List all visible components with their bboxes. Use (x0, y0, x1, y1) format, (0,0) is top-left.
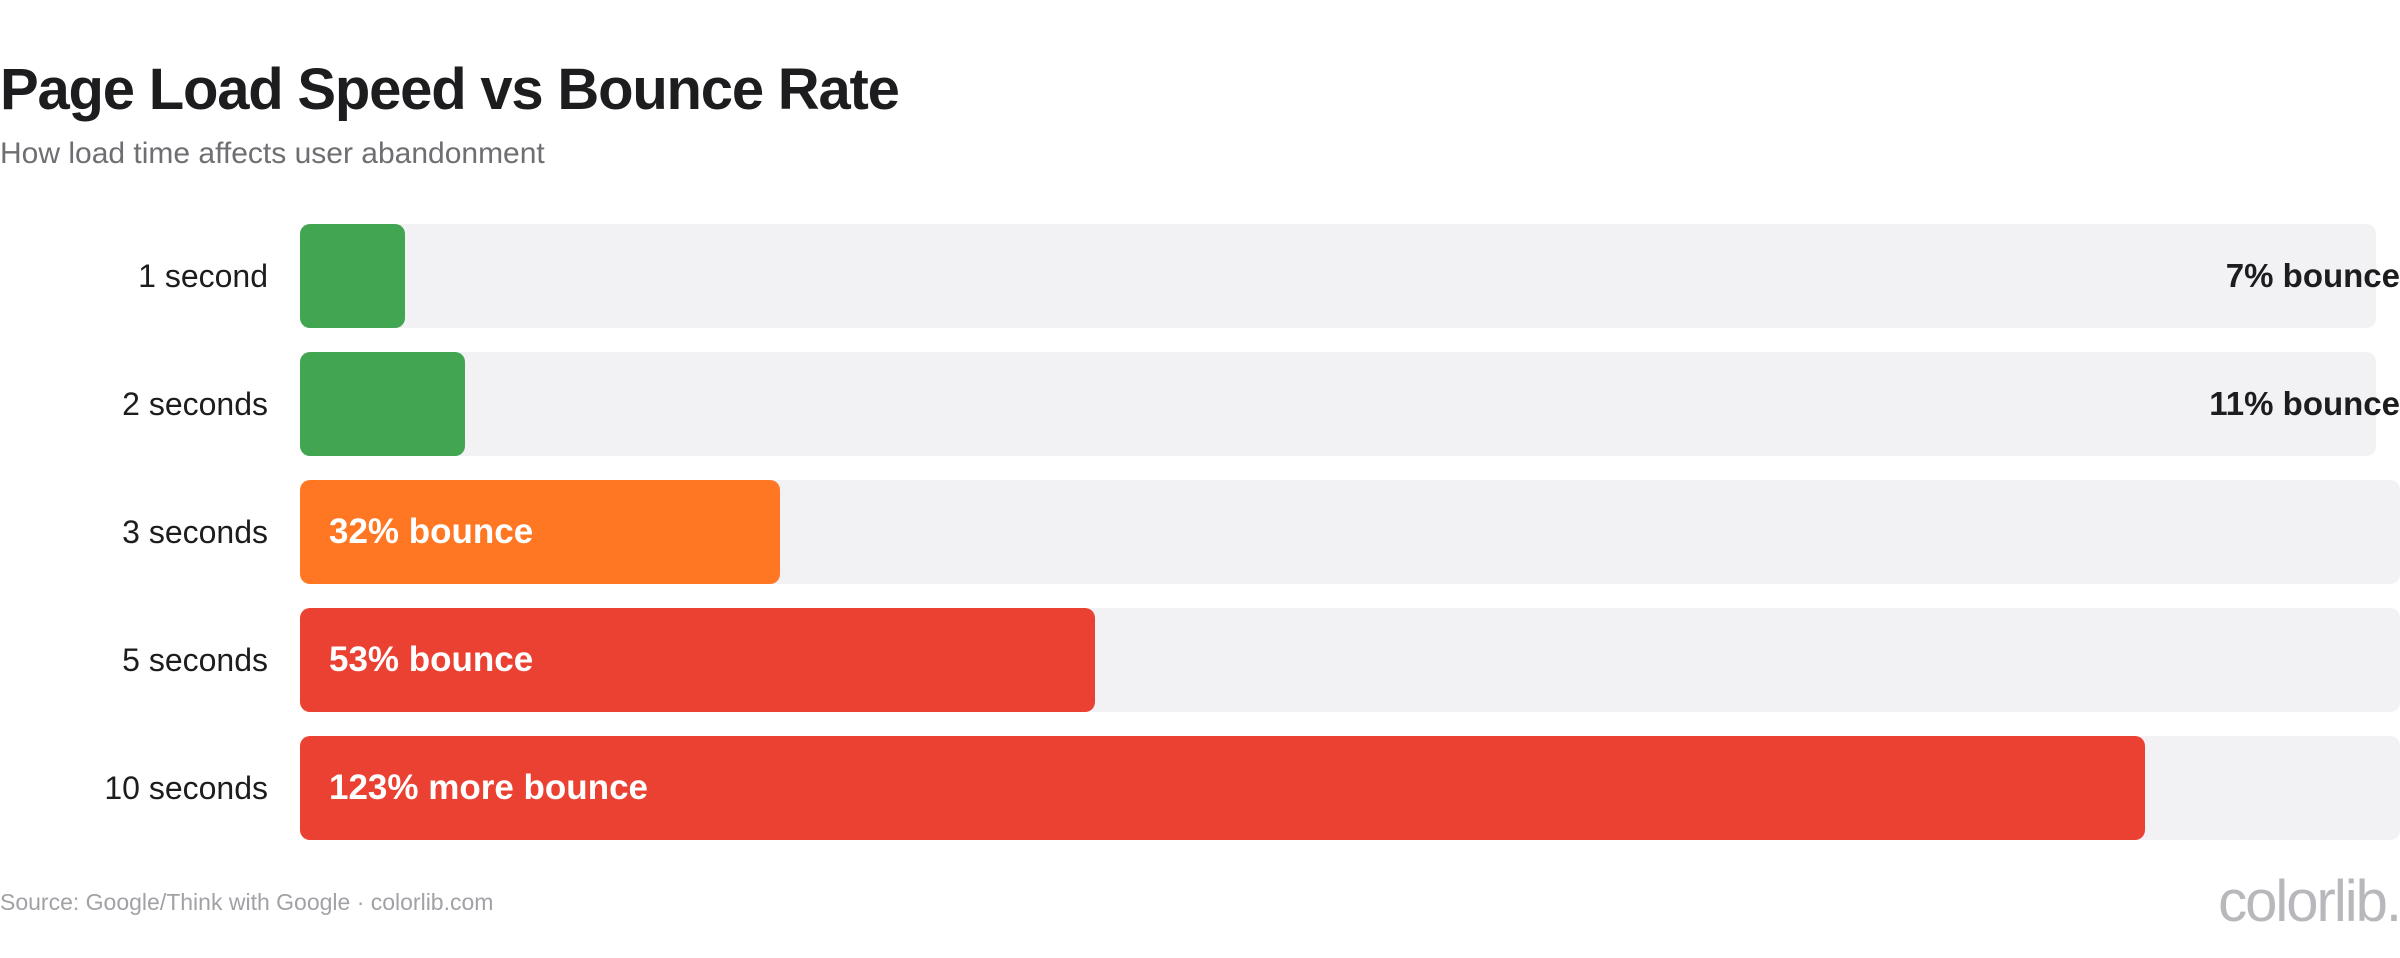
bar-row: 5 seconds 53% bounce (0, 608, 2400, 712)
bar-row: 3 seconds 32% bounce (0, 480, 2400, 584)
bar-row: 1 second 7% bounce (0, 224, 2400, 328)
source-note: Source: Google/Think with Google · color… (0, 889, 494, 915)
chart-title: Page Load Speed vs Bounce Rate (0, 57, 900, 122)
category-label: 5 seconds (122, 642, 268, 678)
bar-track: 123% more bounce (300, 736, 2400, 840)
bar-track: 32% bounce (300, 480, 2400, 584)
bar-row: 2 seconds 11% bounce (0, 352, 2400, 456)
value-label: 123% more bounce (329, 768, 648, 807)
bar-track: 53% bounce (300, 608, 2400, 712)
bar (300, 352, 465, 456)
bar-row: 10 seconds 123% more bounce (0, 736, 2400, 840)
bar: 123% more bounce (300, 736, 2145, 840)
bar: 53% bounce (300, 608, 1095, 712)
value-label: 11% bounce (2209, 385, 2400, 422)
category-label: 3 seconds (122, 514, 268, 550)
category-label: 1 second (138, 258, 268, 294)
chart-subtitle: How load time affects user abandonment (0, 137, 545, 170)
bar: 32% bounce (300, 480, 780, 584)
category-label: 10 seconds (104, 770, 268, 806)
bar-track (300, 224, 2376, 328)
bar-track (300, 352, 2376, 456)
category-label: 2 seconds (122, 386, 268, 422)
value-label: 53% bounce (329, 640, 534, 679)
value-label: 7% bounce (2225, 257, 2400, 294)
brand-logo: colorlib. (2218, 869, 2400, 934)
value-label: 32% bounce (329, 512, 534, 551)
bar (300, 224, 405, 328)
